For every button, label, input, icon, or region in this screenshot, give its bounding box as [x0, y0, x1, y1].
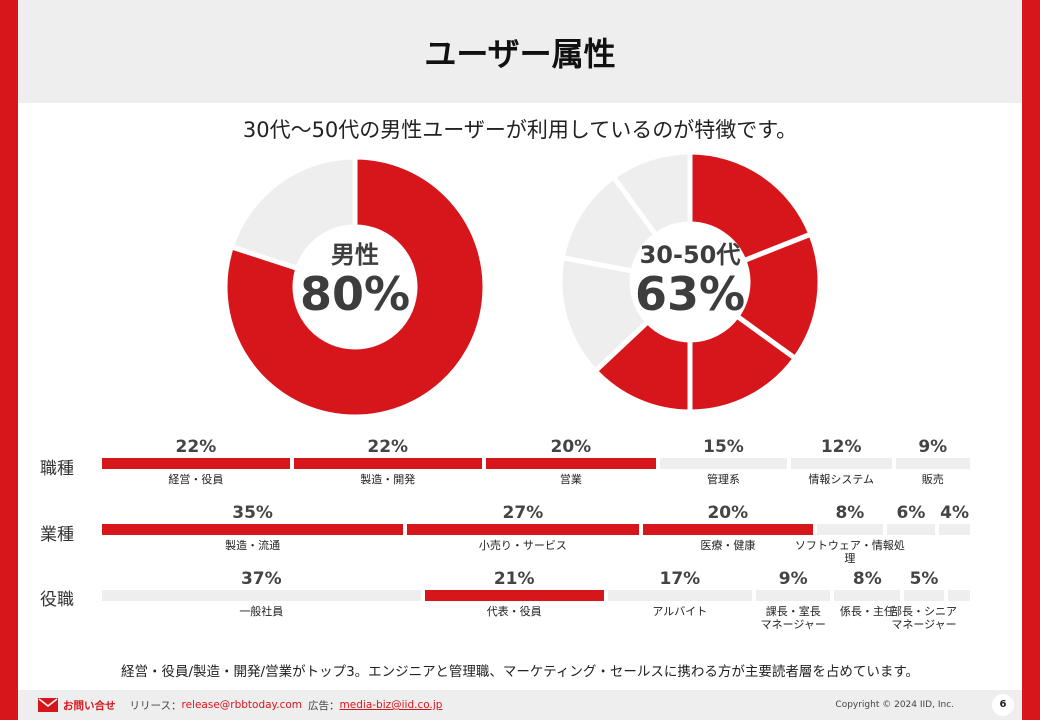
- donut-title: 30-50代: [639, 241, 741, 269]
- bar-segment: [102, 458, 290, 469]
- bar-segment: [102, 590, 421, 601]
- bar-category-label: 係長・主任: [839, 605, 895, 618]
- bar-category-label: 課長・室長 マネージャー: [760, 605, 826, 631]
- release-email[interactable]: release@rbbtoday.com: [181, 699, 303, 711]
- row-label-industry: 業種: [40, 525, 74, 545]
- bar-percent: 4%: [940, 503, 969, 523]
- bar-percent: 21%: [493, 569, 535, 589]
- bar-category-label: ソフトウェア・情報処理: [794, 539, 905, 565]
- bar-percent: 9%: [918, 437, 948, 457]
- bar-percent: 12%: [820, 437, 862, 457]
- bar-segment: [904, 590, 944, 601]
- bar-segment: [424, 590, 604, 601]
- mail-icon: [38, 698, 58, 712]
- bar-segment: [895, 458, 970, 469]
- gender-donut-label: 男性 80%: [275, 235, 435, 318]
- bar-segment: [886, 524, 936, 535]
- page-title: ユーザー属性: [424, 34, 616, 73]
- bar-percent: 27%: [502, 503, 544, 523]
- right-accent-bar: [1022, 0, 1040, 720]
- row-label-position: 役職: [40, 590, 74, 610]
- left-accent-bar: [0, 0, 18, 720]
- bar-segment: [947, 590, 970, 601]
- bar-segment: [834, 590, 901, 601]
- page-number: 6: [992, 694, 1014, 716]
- bar-percent: 8%: [852, 569, 882, 589]
- bar-segment: [660, 458, 787, 469]
- bar-category-label: 製造・流通: [225, 539, 281, 552]
- bar-segment: [293, 458, 482, 469]
- bar-percent: 15%: [703, 437, 744, 457]
- donut-segment: [610, 152, 693, 239]
- bar-segment: [790, 458, 892, 469]
- subtitle: 30代〜50代の男性ユーザーが利用しているのが特徴です。: [242, 118, 798, 142]
- donut-segment: [225, 155, 485, 420]
- bar-segment: [607, 590, 752, 601]
- bar-segment: [756, 590, 831, 601]
- bar-segment: [485, 458, 657, 469]
- ad-email-link[interactable]: media-biz@iid.co.jp: [339, 699, 443, 711]
- ad-label: 広告：: [308, 699, 340, 712]
- bar-percent: 17%: [659, 569, 701, 589]
- summary-text: 経営・役員/製造・開発/営業がトップ3。エンジニアと管理職、マーケティング・セー…: [121, 664, 919, 680]
- age-donut-chart: [560, 152, 820, 412]
- bar-category-label: 製造・開発: [360, 473, 416, 486]
- bar-percent: 20%: [550, 437, 592, 457]
- bar-category-label: 管理系: [706, 473, 740, 486]
- bar-segment: [642, 524, 814, 535]
- release-label: リリース：: [129, 699, 182, 712]
- bar-category-label: アルバイト: [652, 605, 708, 618]
- bar-segment: [407, 524, 639, 535]
- donut-title: 男性: [331, 241, 379, 269]
- bar-category-label: 部長・シニア マネージャー: [891, 605, 958, 631]
- bar-percent: 20%: [707, 503, 749, 523]
- donut-value: 63%: [634, 267, 746, 321]
- donut-segment: [228, 155, 358, 272]
- bar-percent: 6%: [896, 503, 926, 523]
- bar-percent: 37%: [240, 569, 282, 589]
- header: ユーザー属性: [18, 0, 1022, 103]
- bar-category-label: 販売: [921, 473, 944, 486]
- bar-category-label: 一般社員: [239, 605, 284, 618]
- bar-category-label: 情報システム: [808, 473, 875, 486]
- bar-percent: 8%: [835, 503, 865, 523]
- bar-percent: 22%: [175, 437, 217, 457]
- donut-value: 80%: [299, 267, 411, 321]
- gender-donut-chart: [225, 155, 485, 420]
- bar-percent: 22%: [367, 437, 409, 457]
- bar-category-label: 経営・役員: [168, 473, 224, 486]
- bar-segment: [817, 524, 883, 535]
- bar-category-label: 医療・健康: [700, 539, 756, 552]
- age-donut-label: 30-50代 63%: [605, 235, 775, 318]
- copyright: Copyright © 2024 IID, Inc.: [835, 700, 954, 710]
- bar-percent: 35%: [232, 503, 273, 523]
- footer: お問い合せ リリース： release@rbbtoday.com 広告： med…: [18, 690, 1022, 720]
- bar-percent: 9%: [778, 569, 808, 589]
- contact-link[interactable]: お問い合せ: [63, 699, 116, 712]
- bar-category-label: 小売り・サービス: [478, 539, 567, 552]
- bar-segment: [102, 524, 404, 535]
- bar-category-label: 代表・役員: [486, 605, 542, 618]
- bar-category-label: 営業: [559, 473, 582, 486]
- donut-segment: [687, 152, 815, 264]
- bar-segment: [939, 524, 970, 535]
- bar-percent: 5%: [909, 569, 939, 589]
- row-label-occupation: 職種: [40, 459, 74, 479]
